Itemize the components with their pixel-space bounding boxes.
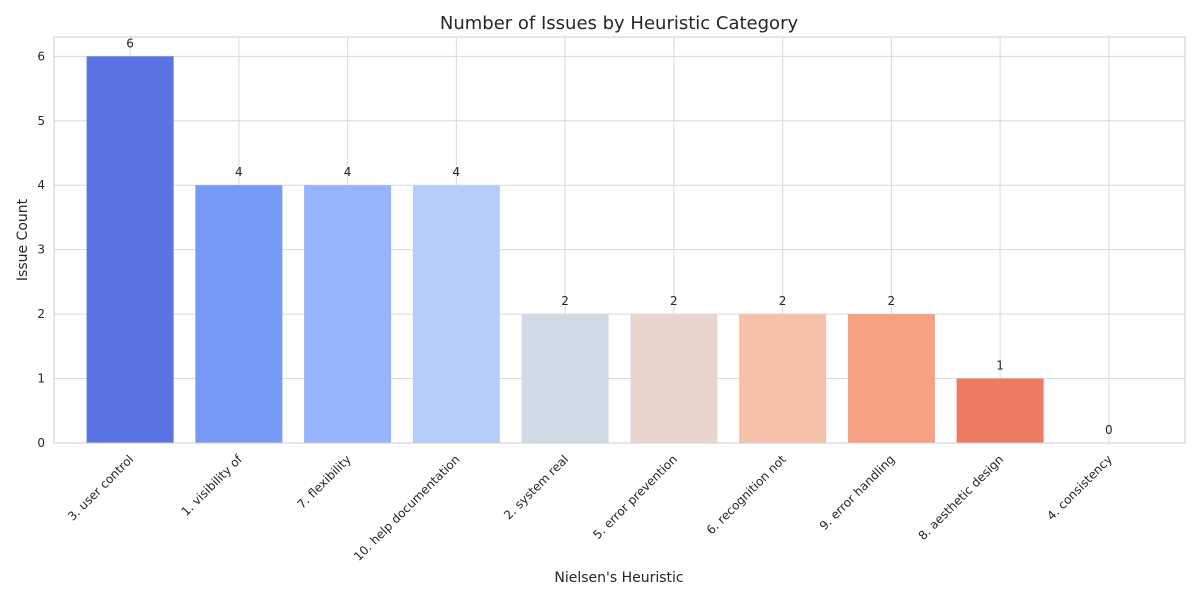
data-label: 2 bbox=[670, 294, 678, 308]
y-tick-label: 0 bbox=[37, 436, 45, 450]
bar bbox=[739, 314, 827, 443]
bar bbox=[630, 314, 718, 443]
data-label: 4 bbox=[453, 165, 461, 179]
bar bbox=[304, 185, 392, 443]
data-label: 6 bbox=[126, 36, 134, 50]
data-label: 4 bbox=[344, 165, 352, 179]
data-label: 2 bbox=[888, 294, 896, 308]
y-tick-label: 1 bbox=[37, 372, 45, 386]
y-tick-label: 5 bbox=[37, 114, 45, 128]
data-label: 2 bbox=[561, 294, 569, 308]
x-axis-label: Nielsen's Heuristic bbox=[554, 570, 683, 586]
y-tick-labels: 0 1 2 3 4 5 6 bbox=[37, 49, 45, 450]
data-label: 1 bbox=[996, 359, 1004, 373]
y-tick-label: 2 bbox=[37, 307, 45, 321]
y-axis-label: Issue Count bbox=[15, 198, 31, 281]
y-tick-label: 6 bbox=[37, 49, 45, 63]
data-label: 4 bbox=[235, 165, 243, 179]
bar bbox=[847, 314, 935, 443]
data-label: 0 bbox=[1105, 423, 1113, 437]
chart-title: Number of Issues by Heuristic Category bbox=[440, 13, 799, 34]
bar bbox=[412, 185, 500, 443]
bar bbox=[86, 56, 174, 443]
bar bbox=[195, 185, 283, 443]
plot-frame bbox=[53, 36, 1186, 444]
y-tick-label: 3 bbox=[37, 243, 45, 257]
bar bbox=[956, 378, 1044, 443]
bar bbox=[521, 314, 609, 443]
bars bbox=[86, 56, 1044, 443]
data-label: 2 bbox=[779, 294, 787, 308]
y-tick-label: 4 bbox=[37, 178, 45, 192]
data-labels: 6 4 4 4 2 2 2 2 1 0 bbox=[126, 36, 1112, 437]
